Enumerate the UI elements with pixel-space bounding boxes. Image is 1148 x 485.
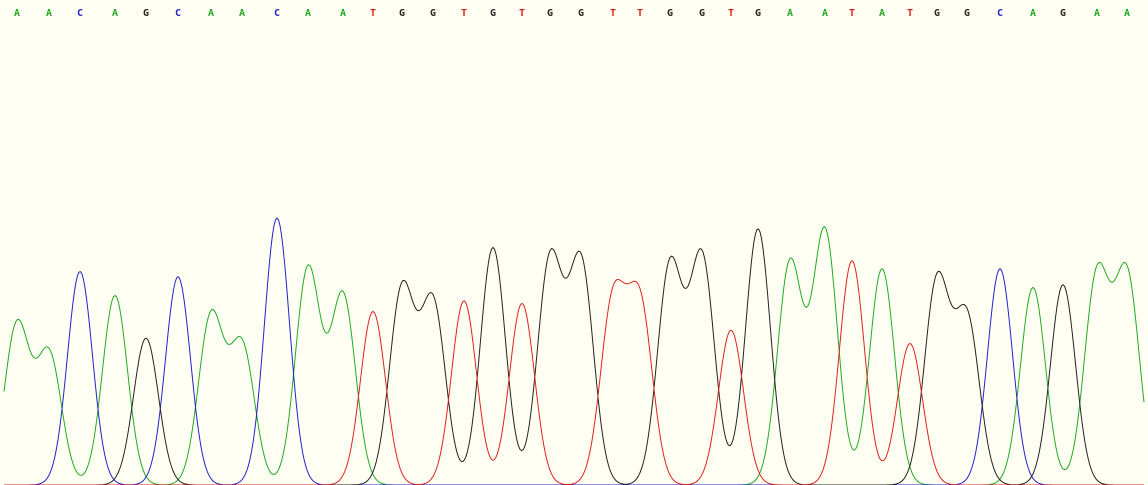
base-call-14: G [429,8,437,19]
base-call-20: T [609,8,617,19]
base-call-34: A [1029,8,1037,19]
base-call-16: G [489,8,497,19]
base-call-17: T [518,8,526,19]
trace-lines [3,217,1145,485]
base-call-12: T [369,8,377,19]
base-call-30: T [906,8,914,19]
base-call-5: G [142,8,150,19]
base-call-22: G [666,8,674,19]
base-call-10: A [304,8,312,19]
base-call-29: A [878,8,886,19]
trace-G [4,228,1144,485]
base-call-25: G [754,8,762,19]
base-call-23: G [698,8,706,19]
base-call-36: A [1093,8,1101,19]
base-call-19: G [577,8,585,19]
trace-C [4,217,1144,485]
base-call-33: C [996,8,1004,19]
base-call-1: A [13,8,21,19]
base-call-28: T [848,8,856,19]
base-call-6: C [174,8,182,19]
base-call-21: T [636,8,644,19]
base-call-9: C [273,8,281,19]
trace-T [4,260,1144,485]
base-call-8: A [238,8,246,19]
base-call-24: T [727,8,735,19]
base-call-35: G [1059,8,1067,19]
base-call-2: A [45,8,53,19]
base-call-13: G [398,8,406,19]
base-call-31: G [933,8,941,19]
trace-A [3,225,1145,485]
base-call-11: A [339,8,347,19]
base-call-26: A [786,8,794,19]
base-call-4: A [111,8,119,19]
base-call-32: G [963,8,971,19]
base-call-18: G [546,8,554,19]
base-call-15: T [460,8,468,19]
base-call-27: A [821,8,829,19]
base-call-37: A [1123,8,1131,19]
base-call-7: A [207,8,215,19]
base-call-3: C [76,8,84,19]
